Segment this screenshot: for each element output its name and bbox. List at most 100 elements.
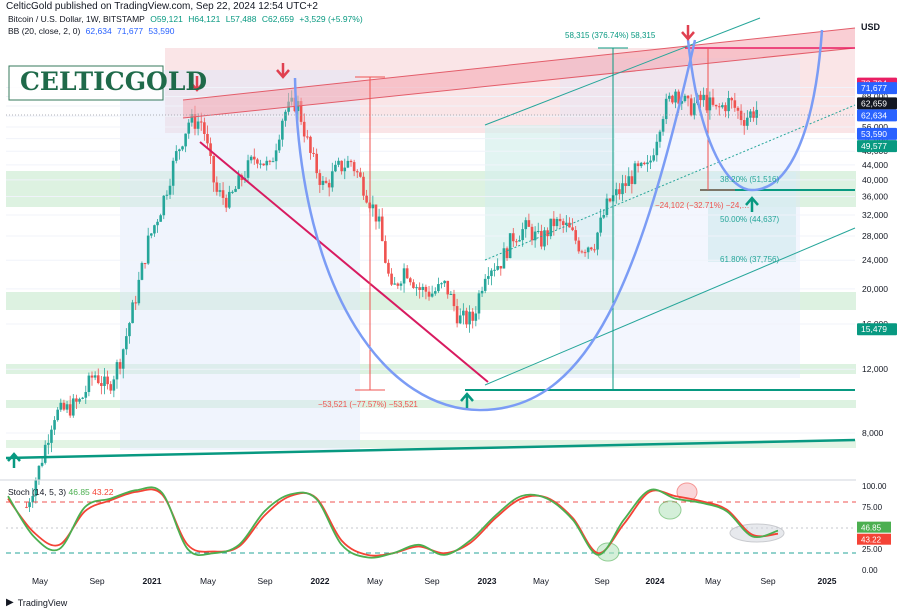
price-tick: 36,000 (862, 191, 888, 201)
candle-body (536, 230, 540, 232)
candle-body (190, 113, 194, 123)
stoch-tick: 25.00 (862, 545, 883, 554)
price-tick: 28,000 (862, 231, 888, 241)
celticgold-logo: CELTICGOLD (8, 65, 207, 101)
candle-body (689, 98, 693, 116)
price-tag (857, 97, 897, 110)
candle-body (87, 375, 91, 393)
candle-body (196, 121, 200, 129)
ohlc-close: C62,659 (261, 14, 294, 24)
candle-body (252, 156, 256, 160)
candle-body (515, 241, 518, 243)
candle-body (717, 106, 721, 108)
price-labels: 73,79471,67762,65962,63453,59049,57715,4… (857, 77, 897, 336)
candle-body (409, 278, 412, 283)
candle-body (465, 310, 468, 325)
candle-body (577, 240, 581, 252)
candle-body (483, 278, 487, 291)
candle-body (639, 162, 643, 167)
candle-body (699, 94, 702, 101)
candle-body (212, 155, 216, 183)
candle-body (234, 188, 237, 192)
candle-body (702, 94, 705, 101)
candle-body (555, 218, 559, 227)
candle-body (652, 155, 656, 161)
candle-body (256, 159, 259, 164)
cup-arc-small (686, 29, 824, 192)
price-tag (857, 109, 897, 122)
candle-body (549, 218, 553, 237)
candle-body (181, 146, 184, 150)
candle-body (668, 95, 671, 99)
candle-body (415, 287, 418, 289)
candle-body (708, 97, 712, 111)
tradingview-icon: ▶ (6, 597, 14, 608)
candle-body (711, 97, 715, 105)
price-tick: 68,000 (862, 91, 888, 101)
candle-body (43, 444, 47, 463)
candle-body (374, 204, 378, 222)
candle-body (402, 268, 406, 284)
candle-body (318, 173, 322, 185)
time-tick: Sep (594, 576, 609, 586)
symbol-name[interactable]: Bitcoin / U.S. Dollar, 1W, BITSTAMP (8, 14, 145, 24)
candle-body (583, 252, 587, 254)
price-tag (857, 127, 897, 140)
candle-body (643, 162, 646, 165)
candle-body (284, 111, 287, 121)
candle-body (730, 98, 734, 101)
annot-fib-50: 50.00% (44,637) (720, 215, 779, 224)
candle-body (524, 220, 528, 230)
candle-body (755, 109, 758, 118)
time-axis: May Sep 2021 May Sep 2022 May Sep 2023 May Sep 2024… (32, 576, 837, 586)
ohlc-open: O59,121 (150, 14, 183, 24)
candle-body (53, 420, 56, 430)
price-tag-text: 15,479 (861, 324, 887, 334)
candle-body (215, 182, 219, 192)
candle-body (262, 163, 265, 166)
logo-text: CELTICGOLD (20, 67, 208, 96)
candle-body (599, 217, 602, 233)
candle-body (56, 409, 59, 421)
candle-body (330, 171, 334, 188)
candle-body (399, 283, 403, 286)
candle-body (680, 101, 684, 104)
time-tick: Sep (760, 576, 775, 586)
price-tick: 24,000 (862, 255, 888, 265)
candle-body (321, 180, 325, 185)
tradingview-brand: TradingView (17, 597, 68, 608)
candle-body (106, 376, 109, 385)
candle-body (184, 133, 187, 147)
time-tick: 2024 (646, 576, 665, 586)
stoch-legend: Stoch (14, 5, 3) 46.85 43.22 (8, 487, 113, 497)
price-tag-text: 62,659 (861, 98, 887, 108)
candle-body (81, 397, 84, 399)
candle-body (471, 311, 475, 321)
candle-body (268, 160, 272, 162)
candle-body (384, 241, 387, 263)
candle-body (134, 302, 137, 304)
candle-body (739, 110, 743, 121)
candle-body (527, 220, 531, 227)
stoch-label[interactable]: Stoch (14, 5, 3) (8, 487, 67, 497)
stoch-tag-text: 46.85 (861, 524, 882, 533)
candle-body (671, 95, 674, 103)
candle-body (137, 279, 141, 304)
candle-body (674, 91, 677, 103)
candle-body (203, 122, 206, 134)
price-tag (857, 82, 897, 95)
candle-body (359, 172, 362, 177)
candle-body (646, 162, 649, 165)
candle-body (661, 119, 665, 132)
bb-label[interactable]: BB (20, close, 2, 0) (8, 26, 81, 36)
arrow-up-1 (7, 452, 21, 468)
candle-body (683, 95, 687, 102)
candle-body (281, 120, 284, 140)
candle-body (349, 160, 353, 163)
candle-body (187, 122, 191, 134)
candle-body (178, 149, 181, 152)
candle-body (714, 104, 718, 107)
candle-body (371, 204, 375, 209)
candle-body (277, 139, 281, 151)
